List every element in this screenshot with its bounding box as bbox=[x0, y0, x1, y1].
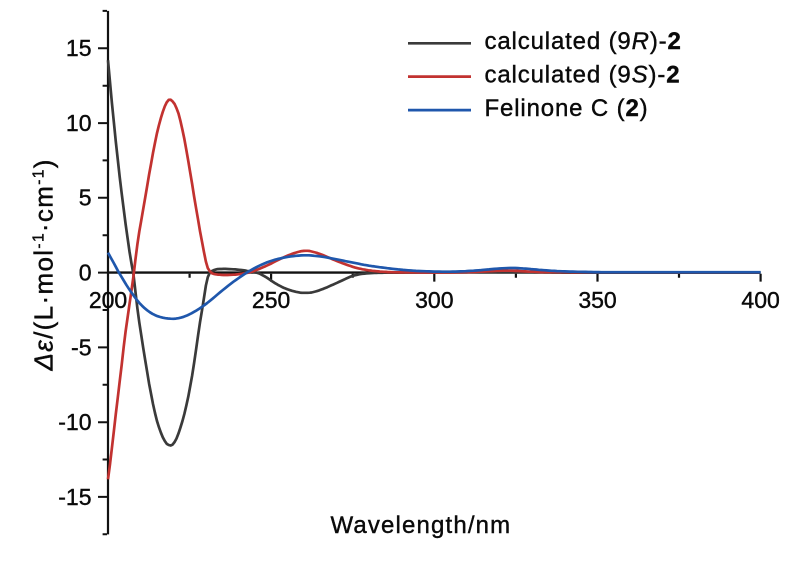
svg-text:400: 400 bbox=[741, 287, 779, 313]
svg-text:calculated (9R)-2: calculated (9R)-2 bbox=[485, 28, 682, 55]
svg-text:calculated (9S)-2: calculated (9S)-2 bbox=[485, 61, 681, 88]
svg-text:15: 15 bbox=[66, 35, 92, 61]
svg-text:Wavelength/nm: Wavelength/nm bbox=[331, 512, 512, 539]
svg-text:0: 0 bbox=[79, 260, 92, 286]
svg-text:300: 300 bbox=[415, 287, 453, 313]
svg-text:-5: -5 bbox=[71, 334, 91, 360]
svg-text:-10: -10 bbox=[58, 409, 91, 435]
svg-text:Felinone C (2): Felinone C (2) bbox=[485, 95, 649, 122]
svg-text:Δε/(L·mol-1·cm-1): Δε/(L·mol-1·cm-1) bbox=[29, 158, 59, 371]
svg-text:10: 10 bbox=[66, 110, 92, 136]
svg-text:250: 250 bbox=[252, 287, 290, 313]
svg-text:5: 5 bbox=[79, 185, 92, 211]
svg-text:350: 350 bbox=[578, 287, 616, 313]
svg-text:-15: -15 bbox=[58, 484, 91, 510]
svg-text:200: 200 bbox=[89, 287, 127, 313]
